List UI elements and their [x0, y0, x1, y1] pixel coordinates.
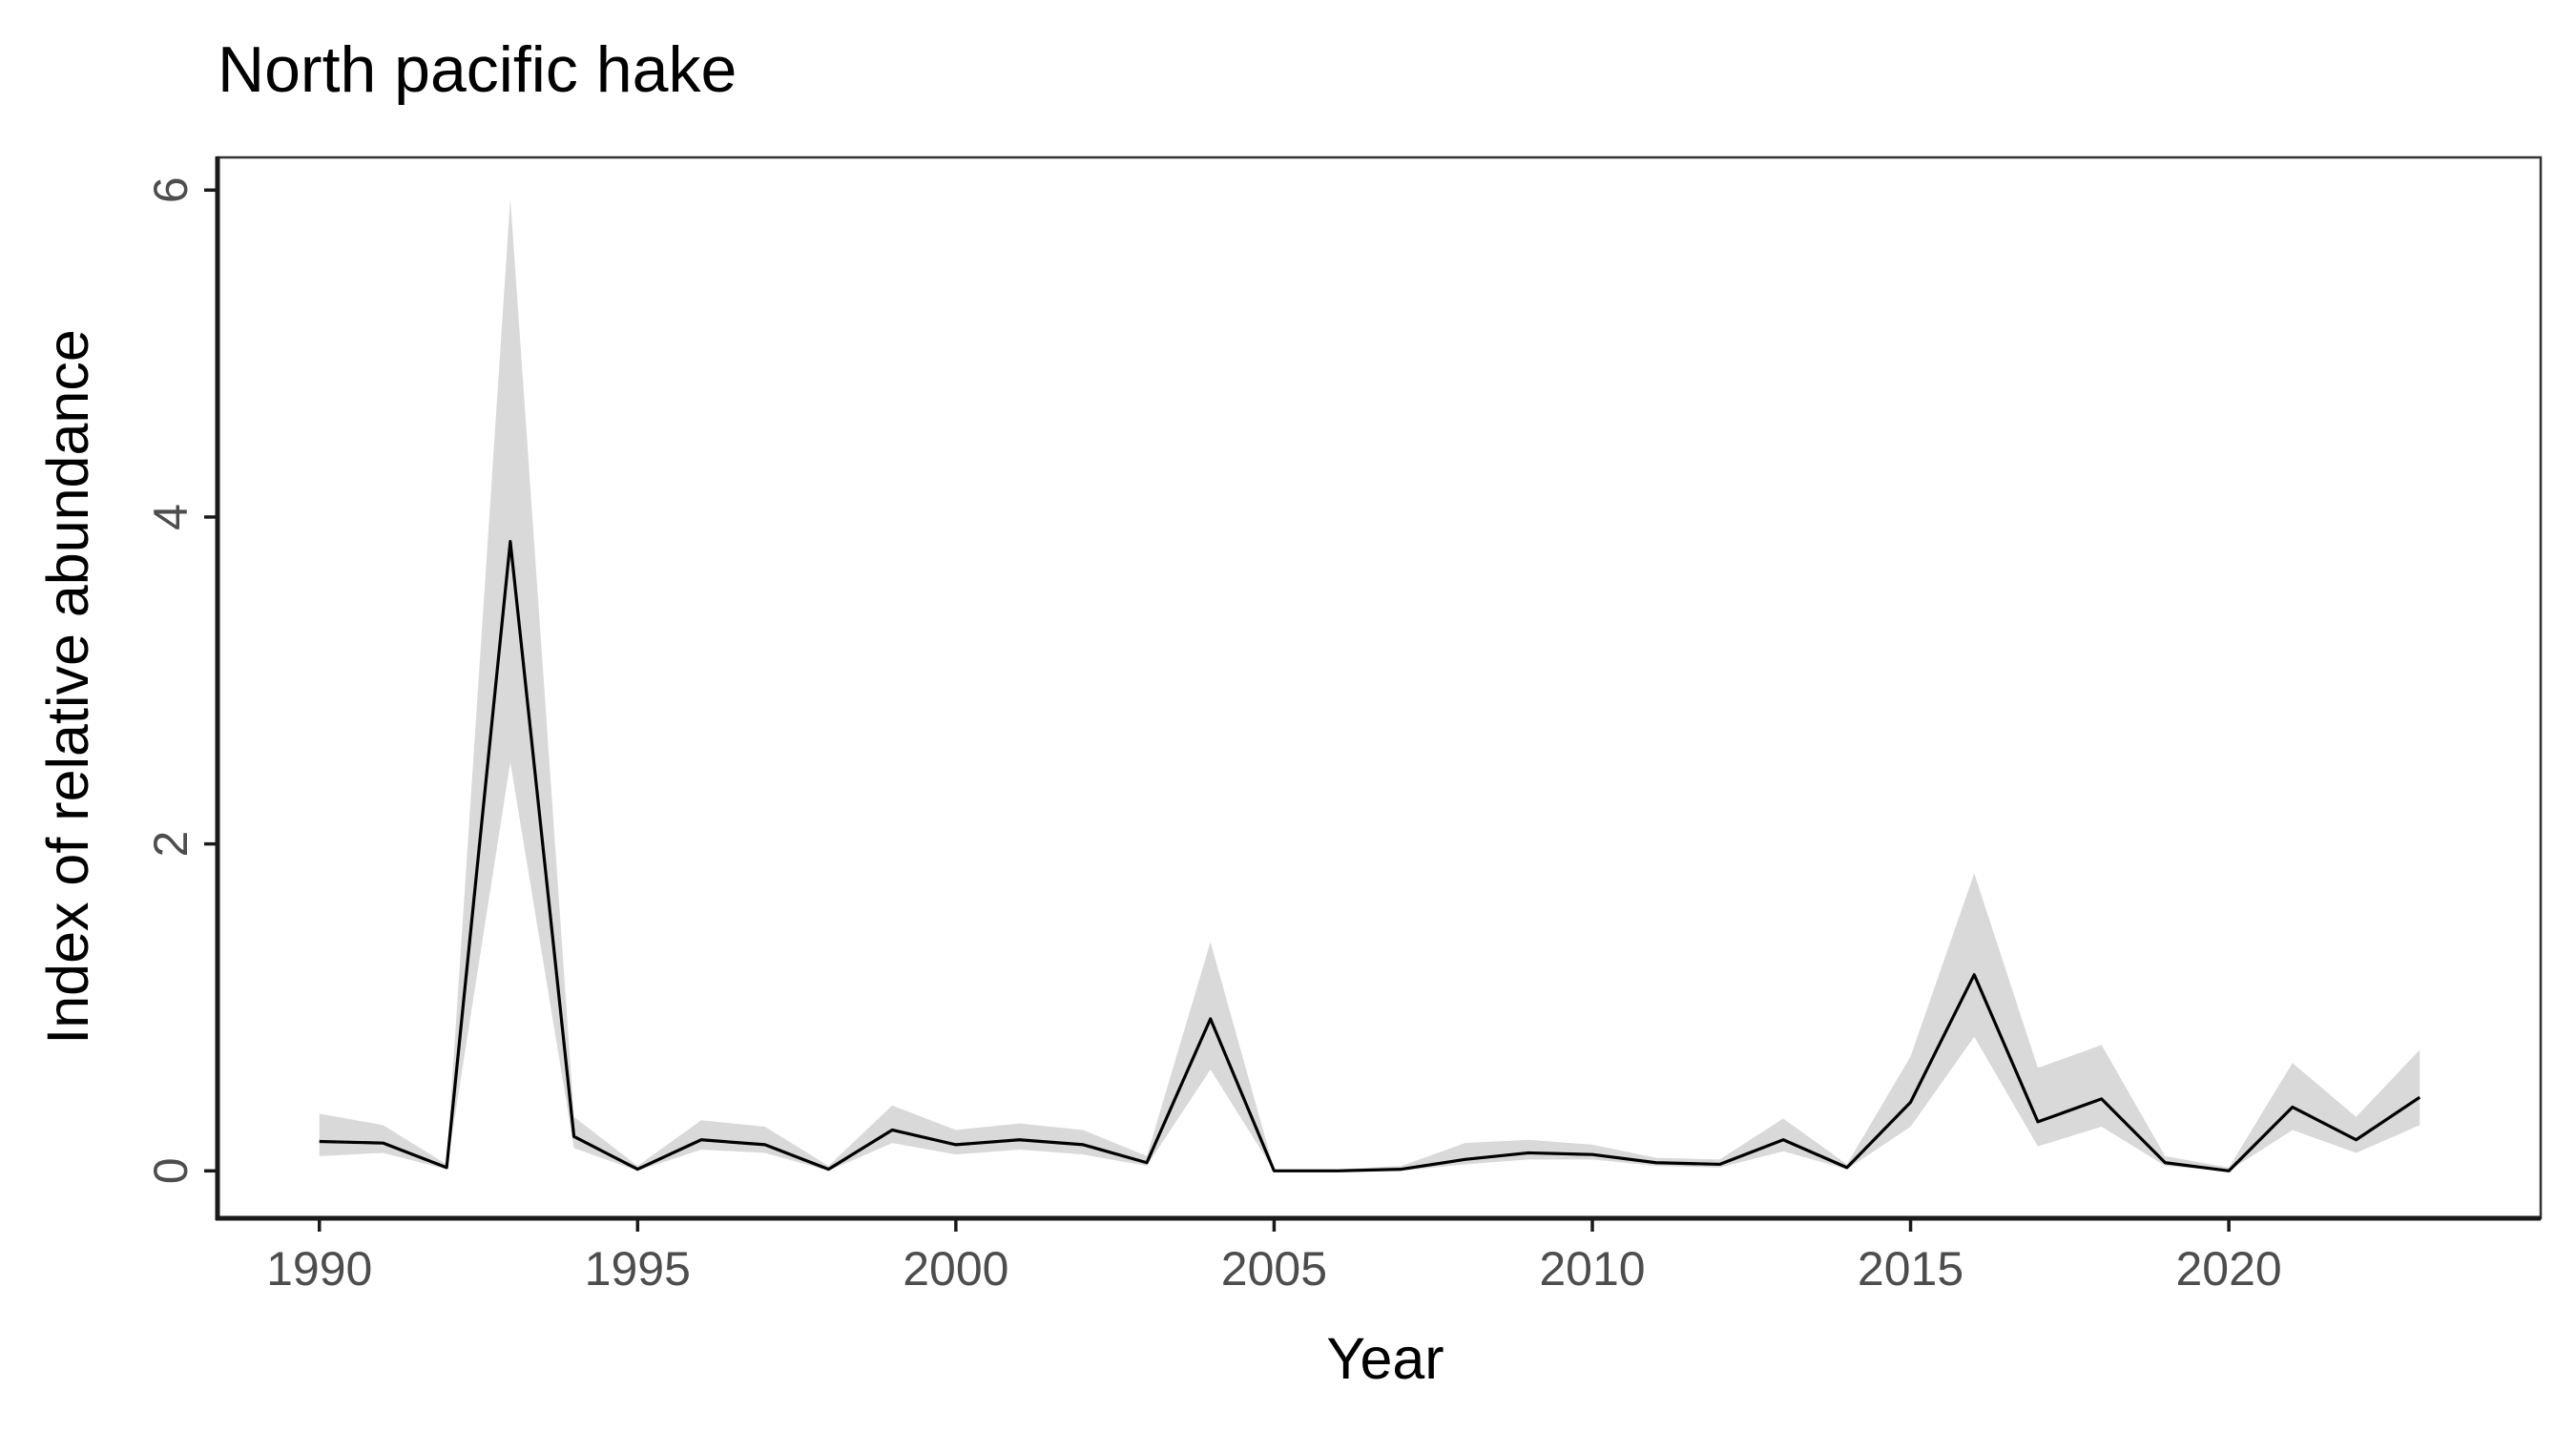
- x-tick-label: 1990: [266, 1242, 372, 1296]
- y-axis: 0 2 4 6: [144, 176, 218, 1184]
- plot-area: [215, 156, 2543, 1221]
- x-tick-label: 1995: [585, 1242, 691, 1296]
- confidence-ribbon: [319, 197, 2420, 1172]
- y-axis-label: Index of relative abundance: [35, 329, 100, 1044]
- chart-title: North pacific hake: [218, 33, 737, 106]
- x-tick-label: 2005: [1221, 1242, 1327, 1296]
- x-tick-label: 2020: [2175, 1242, 2281, 1296]
- y-tick-label: 4: [144, 504, 197, 530]
- x-tick-label: 2000: [903, 1242, 1008, 1296]
- x-tick-label: 2015: [1858, 1242, 1963, 1296]
- series-line: [319, 540, 2421, 1172]
- y-tick-label: 2: [144, 831, 197, 858]
- y-tick-label: 6: [144, 176, 197, 203]
- y-tick-label: 0: [144, 1157, 197, 1184]
- x-axis-label: Year: [1326, 1326, 1444, 1391]
- x-axis: 1990 1995 2000 2005 2010 2015 2020: [266, 1218, 2282, 1296]
- x-tick-label: 2010: [1539, 1242, 1645, 1296]
